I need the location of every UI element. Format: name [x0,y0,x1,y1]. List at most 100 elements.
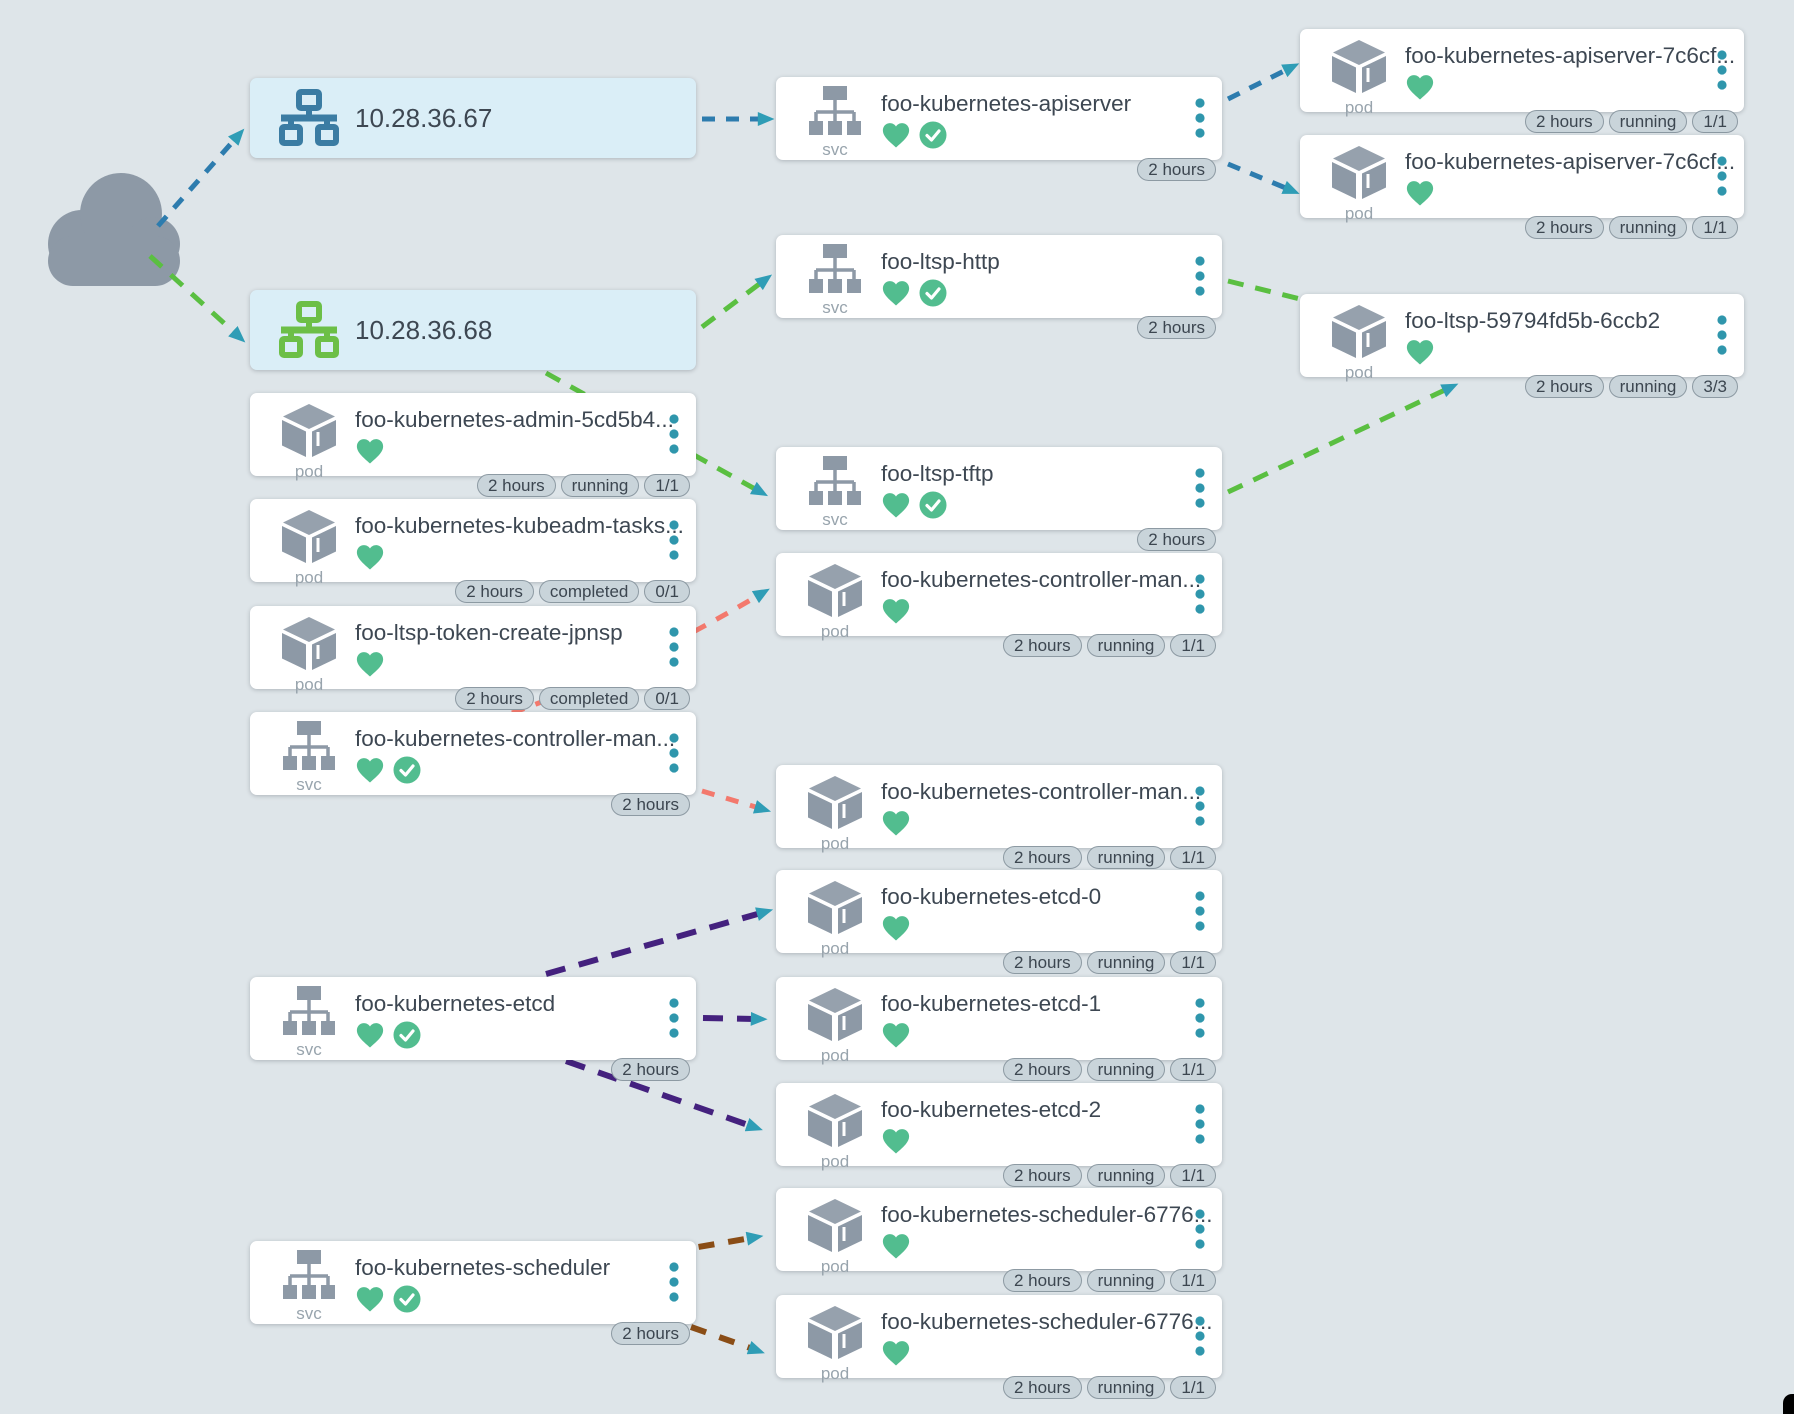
status-row [355,542,696,572]
status-row [1405,72,1744,102]
node-pod-controller-manager-1[interactable]: pod foo-kubernetes-controller-man... 2 h… [776,553,1222,657]
node-svc-scheduler[interactable]: svc foo-kubernetes-scheduler 2 hours [250,1241,696,1345]
status-row [881,808,1222,838]
node-pod-etcd-1[interactable]: pod foo-kubernetes-etcd-1 2 hours running… [776,977,1222,1081]
check-circle-icon [918,278,948,308]
node-svc-ltsp-tftp[interactable]: svc foo-ltsp-tftp 2 hours [776,447,1222,551]
kebab-menu-icon[interactable] [668,1261,680,1308]
node-pod-scheduler-1[interactable]: pod foo-kubernetes-scheduler-6776... 2 h… [776,1188,1222,1292]
node-svc-etcd[interactable]: svc foo-kubernetes-etcd 2 hours [250,977,696,1081]
pod-cube-icon [1330,37,1388,100]
status-badge: completed [538,580,640,603]
node-title: foo-kubernetes-controller-man... [881,567,1202,592]
node-kind-label: pod [820,939,850,958]
badge-row: 2 hours running 1/1 [1524,110,1738,133]
node-kind-label: svc [296,1304,322,1323]
kebab-menu-icon[interactable] [668,997,680,1044]
heart-icon [355,1285,385,1313]
kebab-menu-icon[interactable] [1716,314,1728,361]
node-title: foo-ltsp-tftp [881,461,994,486]
node-kind-label: svc [822,510,848,529]
service-tree-icon [281,720,337,777]
node-kind-label: pod [820,1364,850,1383]
status-row [881,1126,1222,1156]
node-pod-ltsp[interactable]: pod foo-ltsp-59794fd5b-6ccb2 2 hours runn… [1300,294,1744,398]
edge-svc-scheduler-pod-scheduler-2 [689,1324,765,1355]
kebab-menu-icon[interactable] [1194,255,1206,302]
status-row [355,755,696,785]
node-pod-etcd-2[interactable]: pod foo-kubernetes-etcd-2 2 hours running… [776,1083,1222,1187]
kebab-menu-icon[interactable] [668,732,680,779]
node-pod-apiserver-2[interactable]: pod foo-kubernetes-apiserver-7c6cf... 2 … [1300,135,1744,239]
node-kind-label: pod [1344,98,1374,117]
kebab-menu-icon[interactable] [1194,785,1206,832]
kebab-menu-icon[interactable] [1194,890,1206,937]
status-badge: 2 hours [455,580,534,603]
status-badge: running [1086,846,1166,869]
node-title: 10.28.36.67 [355,102,493,133]
node-title: foo-kubernetes-controller-man... [355,726,676,751]
kebab-menu-icon[interactable] [1194,467,1206,514]
status-badge: 2 hours [1002,1376,1082,1399]
status-badge: 2 hours [455,687,534,710]
kebab-menu-icon[interactable] [1194,97,1206,144]
edge-cloud-host-67 [156,128,245,228]
node-host-67[interactable]: 10.28.36.67 [250,78,696,158]
kebab-menu-icon[interactable] [668,413,680,460]
kebab-menu-icon[interactable] [1194,1315,1206,1362]
edge-svc-etcd-pod-etcd-0 [545,907,774,977]
node-pod-scheduler-2[interactable]: pod foo-kubernetes-scheduler-6776... 2 h… [776,1295,1222,1399]
status-badge: running [1086,1269,1166,1292]
node-pod-controller-manager-2[interactable]: pod foo-kubernetes-controller-man... 2 h… [776,765,1222,869]
kebab-menu-icon[interactable] [1194,573,1206,620]
kebab-menu-icon[interactable] [1194,1103,1206,1150]
service-tree-icon [807,455,863,512]
node-title: foo-kubernetes-kubeadm-tasks... [355,513,684,538]
heart-icon [881,597,911,625]
node-kind-label: pod [294,462,324,481]
kebab-menu-icon[interactable] [1716,49,1728,96]
kebab-menu-icon[interactable] [668,626,680,673]
pod-cube-icon [806,773,864,836]
node-title: foo-kubernetes-etcd-2 [881,1097,1102,1122]
node-pod-kubeadm[interactable]: pod foo-kubernetes-kubeadm-tasks... 2 ho… [250,499,696,603]
heart-icon [881,491,911,519]
heart-icon [881,809,911,837]
status-badge: 1/1 [644,474,690,497]
cloud-icon[interactable] [48,173,180,286]
badge-row: 2 hours [1137,528,1216,551]
node-kind-label: pod [820,834,850,853]
kebab-menu-icon[interactable] [1194,1208,1206,1255]
node-title: foo-kubernetes-etcd-0 [881,884,1102,909]
node-pod-admin[interactable]: pod foo-kubernetes-admin-5cd5b4... 2 hou… [250,393,696,497]
badge-row: 2 hours running 1/1 [476,474,690,497]
kebab-menu-icon[interactable] [1716,155,1728,202]
service-tree-icon [281,985,337,1042]
service-tree-icon [281,1249,337,1306]
kebab-menu-icon[interactable] [1194,997,1206,1044]
pod-cube-icon [806,1196,864,1259]
status-badge: 2 hours [1002,846,1082,869]
node-title: foo-ltsp-59794fd5b-6ccb2 [1405,308,1661,333]
node-svc-apiserver[interactable]: svc foo-kubernetes-apiserver 2 hours [776,77,1222,181]
status-badge: 2 hours [611,1058,690,1081]
node-host-68[interactable]: 10.28.36.68 [250,290,696,370]
status-badge: 1/1 [1170,1269,1216,1292]
node-pod-token[interactable]: pod foo-ltsp-token-create-jpnsp 2 hours c… [250,606,696,710]
node-kind-label: svc [296,1040,322,1059]
kebab-menu-icon[interactable] [668,519,680,566]
status-badge: running [1086,1376,1166,1399]
node-kind-label: pod [820,622,850,641]
status-row [881,1338,1222,1368]
badge-row: 2 hours running 1/1 [1002,1269,1216,1292]
node-pod-etcd-0[interactable]: pod foo-kubernetes-etcd-0 2 hours running… [776,870,1222,974]
status-badge: completed [538,687,640,710]
pod-cube-icon [280,614,338,677]
edge-svc-ltsp-http-pod-ltsp [1227,278,1325,308]
node-svc-controller-manager[interactable]: svc foo-kubernetes-controller-man... 2 h… [250,712,696,816]
node-svc-ltsp-http[interactable]: svc foo-ltsp-http 2 hours [776,235,1222,339]
node-title: foo-kubernetes-apiserver [881,91,1132,116]
service-tree-icon [807,85,863,142]
node-pod-apiserver-1[interactable]: pod foo-kubernetes-apiserver-7c6cf... 2 … [1300,29,1744,133]
node-title: foo-ltsp-token-create-jpnsp [355,620,623,645]
